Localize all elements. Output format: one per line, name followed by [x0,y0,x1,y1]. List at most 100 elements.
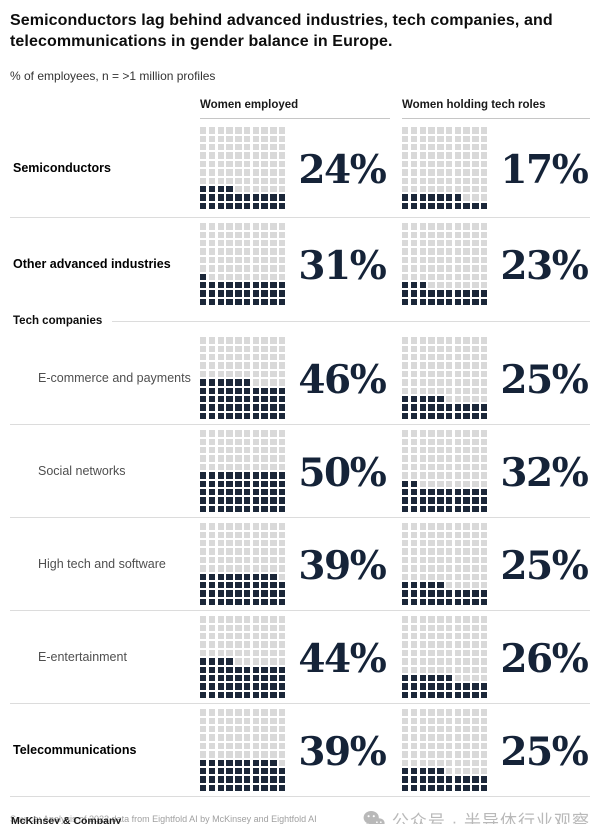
waffle-cell [428,223,435,230]
waffle-cell [437,590,444,597]
waffle-cell [472,776,479,783]
waffle-cell [200,273,207,280]
chart-row: Social networks 50% 32% [10,425,590,517]
waffle-cell [428,641,435,648]
waffle-cell [481,624,488,632]
waffle-cell [252,480,260,487]
waffle-cell [200,472,207,479]
waffle-cell [235,768,242,775]
waffle-cell [243,751,251,758]
waffle-cell [463,523,470,530]
waffle-cell [279,734,286,741]
waffle-cell [243,531,251,539]
waffle-cell [217,240,224,247]
waffle-cell [217,751,224,758]
waffle-cell [200,202,207,210]
waffle-cell [454,273,462,280]
waffle-cell [410,666,418,673]
waffle-cell [445,273,453,280]
waffle-cell [437,616,444,623]
waffle-cell [261,633,268,640]
waffle-cell [217,573,224,580]
waffle-cell [243,734,251,741]
waffle-cell [463,641,470,648]
waffle-cell [270,248,277,255]
waffle-cell [410,480,418,487]
waffle-cell [402,675,409,682]
waffle-cell [243,387,251,394]
waffle-cell [472,734,479,741]
waffle-cell [402,223,409,230]
waffle-cell [445,298,453,306]
waffle-cell [208,751,216,758]
waffle-cell [200,649,207,657]
waffle-cell [410,540,418,547]
waffle-cell [235,438,242,446]
waffle-cell [454,582,462,589]
waffle-cell [208,370,216,378]
waffle-cell [445,776,453,783]
waffle-cell [437,523,444,530]
waffle-cell [428,430,435,437]
waffle-cell [472,759,479,766]
waffle-cell [217,160,224,168]
waffle-cell [226,497,233,504]
waffle-cell [454,726,462,733]
waffle-cell [252,248,260,255]
waffle-cell [454,759,462,766]
waffle-cell [419,505,426,513]
waffle-cell [270,404,277,411]
waffle-cell [402,666,409,673]
waffle-cell [463,616,470,623]
waffle-cell [454,223,462,230]
waffle-cell [428,135,435,143]
waffle-cell [445,505,453,513]
waffle-cell [445,641,453,648]
waffle-cell [428,759,435,766]
waffle-cell [217,675,224,682]
waffle-cell [200,256,207,264]
waffle-cell [481,683,488,690]
waffle-cell [252,590,260,597]
waffle-cell [235,379,242,386]
waffle-cell [208,683,216,690]
waffle-cell [410,194,418,201]
waffle-cell [270,362,277,369]
chart-subtitle: % of employees, n = >1 million profiles [10,69,216,84]
row-label: Other advanced industries [13,257,171,272]
waffle-cell [454,412,462,420]
waffle-cell [200,582,207,589]
waffle-cell [463,717,470,725]
waffle-cell [235,290,242,297]
waffle-cell [402,726,409,733]
waffle-cell [243,633,251,640]
waffle-cell [270,624,277,632]
waffle-grid [402,337,488,420]
waffle-cell [208,480,216,487]
waffle-cell [279,497,286,504]
waffle-cell [208,144,216,151]
waffle-cell [481,273,488,280]
waffle-cell [437,135,444,143]
waffle-cell [437,265,444,272]
waffle-cell [454,438,462,446]
waffle-cell [261,726,268,733]
waffle-cell [208,337,216,344]
waffle-cell [428,751,435,758]
waffle-cell [270,691,277,699]
waffle-cell [402,582,409,589]
waffle-cell [226,582,233,589]
waffle-cell [243,202,251,210]
waffle-cell [428,412,435,420]
waffle-cell [279,337,286,344]
waffle-cell [463,362,470,369]
waffle-cell [472,169,479,176]
waffle-cell [243,691,251,699]
waffle-cell [419,768,426,775]
waffle-cell [437,447,444,454]
waffle-cell [481,290,488,297]
waffle-cell [252,776,260,783]
waffle-cell [261,379,268,386]
waffle-cell [445,717,453,725]
waffle-cell [279,447,286,454]
